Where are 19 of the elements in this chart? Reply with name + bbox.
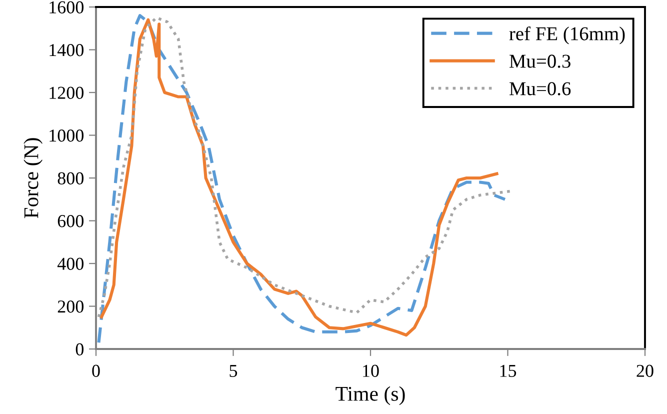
y-tick-label: 800 [58,172,84,184]
x-tick-label: 0 [92,364,100,377]
y-tick-label: 1600 [50,1,84,14]
x-axis-title: Time (s) [336,386,405,406]
y-tick-label: 1400 [50,44,84,56]
legend-label: Mu=0.3 [509,54,570,68]
y-axis-title: Force (N) [24,138,43,218]
x-tick-label: 5 [230,364,238,377]
y-tick-label: 600 [58,215,84,228]
y-tick-label: 1000 [50,130,84,142]
y-tick-label: 0 [76,343,84,356]
x-tick-label: 10 [363,364,379,377]
x-tick-label: 20 [636,364,654,377]
y-tick-label: 200 [58,300,84,313]
legend-label: ref FE (16mm) [509,26,625,44]
y-tick-label: 1200 [50,86,84,99]
y-tick-label: 400 [57,258,84,270]
x-tick-label: 15 [500,364,516,377]
legend-label: Mu=0.6 [509,82,571,96]
